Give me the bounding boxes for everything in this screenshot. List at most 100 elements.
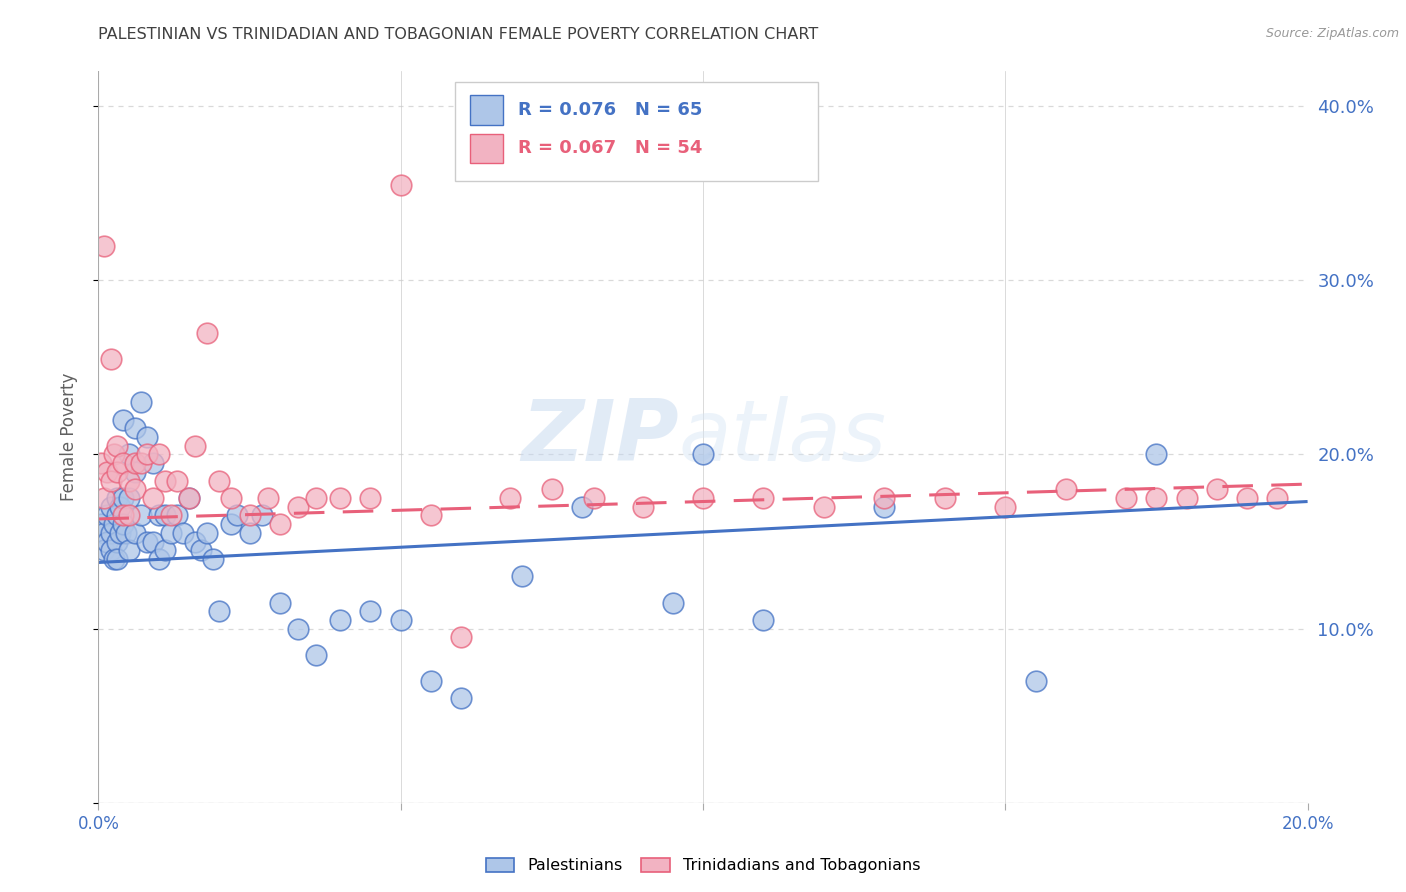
Point	[692, 491, 714, 505]
Point	[1175, 491, 1198, 505]
Point	[111, 456, 134, 470]
Point	[195, 326, 218, 340]
Point	[148, 448, 170, 462]
Point	[450, 631, 472, 645]
Point	[510, 569, 533, 583]
Point	[360, 491, 382, 505]
Point	[93, 525, 115, 540]
Point	[96, 465, 118, 479]
Point	[195, 525, 218, 540]
Point	[96, 534, 118, 549]
FancyBboxPatch shape	[470, 134, 503, 162]
Point	[153, 543, 176, 558]
Point	[1115, 491, 1137, 505]
Point	[148, 552, 170, 566]
Point	[389, 178, 412, 192]
Point	[190, 543, 212, 558]
Point	[93, 491, 115, 505]
Point	[287, 622, 309, 636]
Point	[179, 491, 201, 505]
Point	[111, 491, 134, 505]
Point	[90, 456, 112, 470]
Legend: Palestinians, Trinidadians and Tobagonians: Palestinians, Trinidadians and Tobagonia…	[479, 851, 927, 880]
Point	[873, 500, 896, 514]
Point	[148, 508, 170, 523]
Point	[1206, 483, 1229, 497]
Point	[256, 491, 278, 505]
Point	[114, 525, 136, 540]
Point	[135, 430, 157, 444]
Point	[90, 517, 112, 532]
Point	[184, 534, 207, 549]
Point	[208, 474, 231, 488]
Point	[166, 474, 188, 488]
Point	[124, 421, 146, 435]
Point	[118, 448, 141, 462]
Point	[420, 508, 443, 523]
Point	[100, 351, 122, 366]
Point	[111, 517, 134, 532]
Point	[239, 525, 262, 540]
Point	[1267, 491, 1289, 505]
Point	[105, 439, 128, 453]
Point	[93, 543, 115, 558]
Point	[250, 508, 273, 523]
Point	[118, 474, 141, 488]
Point	[135, 448, 157, 462]
Point	[1144, 448, 1167, 462]
Point	[129, 508, 152, 523]
Point	[100, 500, 122, 514]
Point	[100, 525, 122, 540]
Text: R = 0.067   N = 54: R = 0.067 N = 54	[517, 139, 703, 157]
Point	[571, 500, 593, 514]
Point	[105, 508, 128, 523]
Point	[813, 500, 835, 514]
Point	[135, 534, 157, 549]
Point	[129, 456, 152, 470]
Point	[142, 534, 165, 549]
Point	[108, 500, 131, 514]
Point	[118, 508, 141, 523]
FancyBboxPatch shape	[456, 82, 818, 181]
Point	[692, 448, 714, 462]
Point	[662, 595, 685, 609]
Point	[142, 491, 165, 505]
FancyBboxPatch shape	[470, 95, 503, 125]
Point	[153, 508, 176, 523]
Point	[305, 491, 328, 505]
Text: R = 0.076   N = 65: R = 0.076 N = 65	[517, 101, 703, 120]
Point	[389, 613, 412, 627]
Point	[105, 491, 128, 505]
Point	[1054, 483, 1077, 497]
Point	[540, 483, 562, 497]
Point	[105, 534, 128, 549]
Point	[752, 613, 775, 627]
Point	[166, 508, 188, 523]
Point	[873, 491, 896, 505]
Point	[208, 604, 231, 618]
Point	[93, 238, 115, 252]
Point	[752, 491, 775, 505]
Point	[124, 456, 146, 470]
Text: PALESTINIAN VS TRINIDADIAN AND TOBAGONIAN FEMALE POVERTY CORRELATION CHART: PALESTINIAN VS TRINIDADIAN AND TOBAGONIA…	[98, 27, 818, 42]
Text: ZIP: ZIP	[522, 395, 679, 479]
Point	[108, 525, 131, 540]
Y-axis label: Female Poverty: Female Poverty	[59, 373, 77, 501]
Point	[124, 465, 146, 479]
Point	[103, 448, 125, 462]
Point	[105, 465, 128, 479]
Point	[360, 604, 382, 618]
Point	[329, 613, 352, 627]
Point	[1024, 673, 1046, 688]
Point	[202, 552, 225, 566]
Text: atlas: atlas	[679, 395, 887, 479]
Point	[124, 483, 146, 497]
Point	[269, 517, 291, 532]
Point	[100, 543, 122, 558]
Point	[111, 412, 134, 426]
Point	[221, 517, 243, 532]
Point	[184, 439, 207, 453]
Point	[631, 500, 654, 514]
Point	[96, 508, 118, 523]
Point	[118, 543, 141, 558]
